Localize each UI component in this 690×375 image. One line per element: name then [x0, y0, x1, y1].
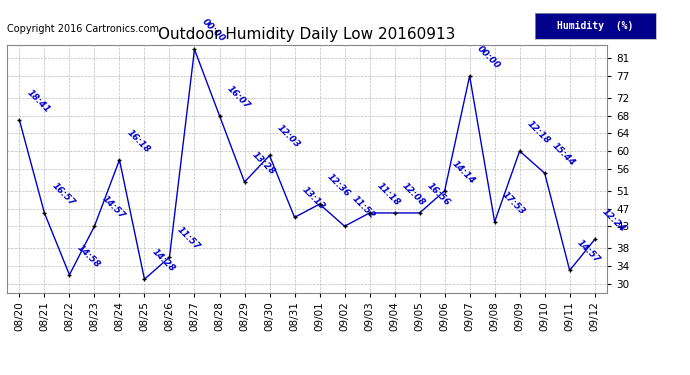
Point [514, 148, 525, 154]
Text: 14:57: 14:57 [575, 238, 602, 265]
Point [214, 113, 225, 119]
Text: 18:41: 18:41 [25, 88, 52, 115]
Point [14, 117, 25, 123]
Text: Humidity  (%): Humidity (%) [557, 21, 633, 31]
Point [289, 214, 300, 220]
Point [64, 272, 75, 278]
Text: 12:36: 12:36 [325, 172, 352, 198]
Text: 14:57: 14:57 [100, 194, 126, 220]
Text: 12:03: 12:03 [275, 123, 302, 150]
Text: 12:18: 12:18 [525, 119, 552, 146]
Point [39, 210, 50, 216]
Text: 12:24: 12:24 [600, 207, 627, 234]
Text: 00:00: 00:00 [475, 44, 502, 70]
Text: Copyright 2016 Cartronics.com: Copyright 2016 Cartronics.com [7, 24, 159, 34]
Text: 16:56: 16:56 [425, 181, 452, 207]
Text: 16:07: 16:07 [225, 84, 252, 110]
Point [489, 219, 500, 225]
Text: 13:28: 13:28 [250, 150, 277, 177]
Text: 11:57: 11:57 [175, 225, 201, 252]
Text: 14:14: 14:14 [450, 159, 477, 185]
Text: 17:53: 17:53 [500, 190, 526, 216]
Point [264, 153, 275, 159]
Point [464, 73, 475, 79]
Point [364, 210, 375, 216]
Point [89, 223, 100, 229]
Point [164, 254, 175, 260]
Text: 16:18: 16:18 [125, 128, 152, 154]
Point [189, 46, 200, 53]
Point [314, 201, 325, 207]
Point [114, 157, 125, 163]
Text: 15:44: 15:44 [550, 141, 577, 168]
Point [539, 170, 550, 176]
Text: 12:08: 12:08 [400, 181, 426, 207]
Point [414, 210, 425, 216]
Text: 13:13: 13:13 [300, 185, 326, 212]
Point [239, 179, 250, 185]
Text: 16:57: 16:57 [50, 181, 77, 207]
Text: 11:18: 11:18 [375, 181, 402, 207]
Point [139, 276, 150, 282]
Title: Outdoor Humidity Daily Low 20160913: Outdoor Humidity Daily Low 20160913 [159, 27, 455, 42]
Text: 14:58: 14:58 [75, 243, 101, 269]
Point [389, 210, 400, 216]
Text: 11:52: 11:52 [350, 194, 377, 220]
Point [339, 223, 350, 229]
Point [439, 188, 450, 194]
Text: 14:28: 14:28 [150, 247, 177, 274]
Text: 00:00: 00:00 [200, 17, 226, 44]
Point [589, 237, 600, 243]
Point [564, 267, 575, 273]
